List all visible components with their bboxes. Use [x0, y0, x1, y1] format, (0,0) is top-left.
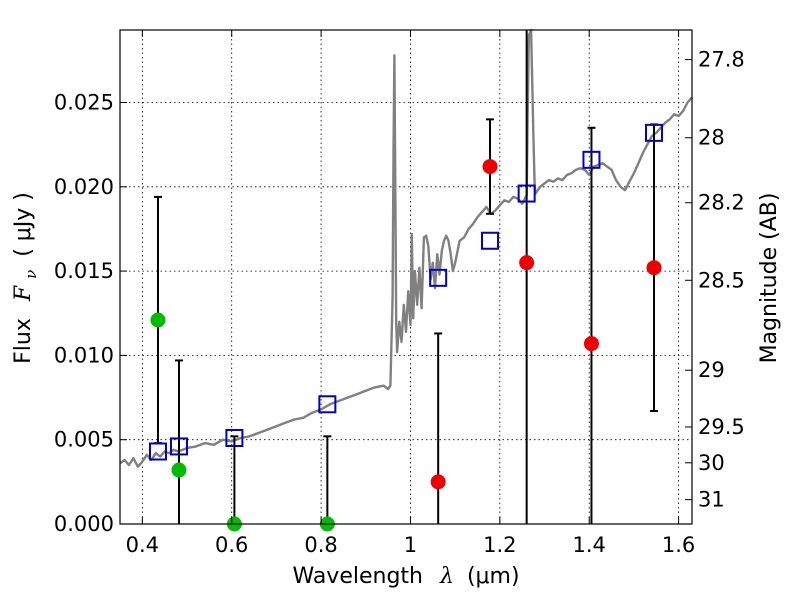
- y2-tick-labels: 27.8 28 28.2 28.5 29 29.5 30 31: [698, 48, 745, 512]
- y-axis-label-sub: ν: [22, 270, 40, 279]
- model-photometry-point: [517, 184, 536, 203]
- observed-nir-point: [519, 255, 535, 271]
- y2-tick-label: 28.5: [698, 268, 745, 292]
- y2-tick-label: 30: [698, 451, 725, 475]
- model-photometry-point: [582, 150, 601, 169]
- y-axis-label-main: Flux: [11, 318, 36, 364]
- y-tick-label: 0.020: [54, 175, 114, 199]
- model-photometry-point: [318, 395, 337, 414]
- observed-optical-point: [150, 312, 166, 328]
- observed-nir-point: [430, 474, 446, 490]
- observed-nir-point: [646, 260, 662, 276]
- y2-tick-label: 29.5: [698, 415, 745, 439]
- model-photometry-point: [148, 442, 167, 461]
- observed-optical-point: [171, 462, 187, 478]
- model-photometry-point: [169, 437, 188, 456]
- x-axis-label-unit: (μm): [467, 564, 520, 589]
- x-tick-label: 1.6: [662, 533, 695, 557]
- x-tick-label: 1: [404, 533, 417, 557]
- x-tick-label: 0.8: [304, 533, 337, 557]
- y2-tick-label: 28: [698, 126, 725, 150]
- y2-tick-label: 28.2: [698, 191, 745, 215]
- y-tick-label: 0.025: [54, 90, 114, 114]
- x-tick-label: 1.4: [573, 533, 606, 557]
- x-axis-label-symbol: λ: [439, 564, 454, 589]
- x-tick-label: 1.2: [483, 533, 516, 557]
- y2-tick-label: 27.8: [698, 48, 745, 72]
- observed-nir-point: [482, 159, 498, 175]
- model-photometry-point: [225, 429, 244, 448]
- y2-tick-label: 29: [698, 358, 725, 382]
- model-photometry-point: [645, 123, 664, 142]
- model-photometry-point: [429, 268, 448, 287]
- y-tick-label: 0.015: [54, 259, 114, 283]
- y-tick-label: 0.005: [54, 428, 114, 452]
- y-axis-label-symbol: F: [11, 285, 36, 302]
- grid-lines: [120, 30, 692, 525]
- observed-nir-point: [583, 336, 599, 352]
- y-tick-label: 0.010: [54, 343, 114, 367]
- y2-axis-label: Magnitude (AB): [757, 193, 782, 364]
- plot-frame: [119, 29, 693, 525]
- x-tick-label: 0.4: [126, 533, 159, 557]
- x-axis-label-main: Wavelength: [292, 564, 423, 589]
- x-tick-labels: 0.4 0.6 0.8 1 1.2 1.4 1.6: [126, 533, 696, 557]
- x-axis-label: Wavelength λ (μm): [292, 564, 519, 589]
- model-photometry-point: [481, 231, 500, 250]
- x-tick-label: 0.6: [215, 533, 248, 557]
- y2-tick-label: 31: [698, 488, 725, 512]
- y-axis-label: Flux F ν ( μJy ): [11, 192, 42, 364]
- error-bars: [153, 30, 659, 524]
- spectrum-line: [119, 28, 693, 468]
- y-tick-labels: 0.000 0.005 0.010 0.015 0.020 0.025: [54, 90, 114, 536]
- data-markers: [148, 123, 664, 532]
- y-tick-label: 0.000: [54, 512, 114, 536]
- spectrum-layer: [119, 28, 693, 468]
- y-axis-label-unit: ( μJy ): [11, 192, 36, 257]
- axis-ticks: [120, 30, 692, 525]
